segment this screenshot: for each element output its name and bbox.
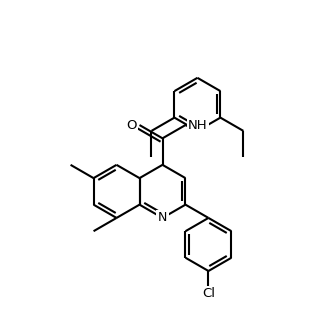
Text: NH: NH [188, 118, 208, 131]
Text: O: O [126, 118, 137, 131]
Text: N: N [158, 212, 167, 224]
Text: Cl: Cl [202, 287, 215, 300]
